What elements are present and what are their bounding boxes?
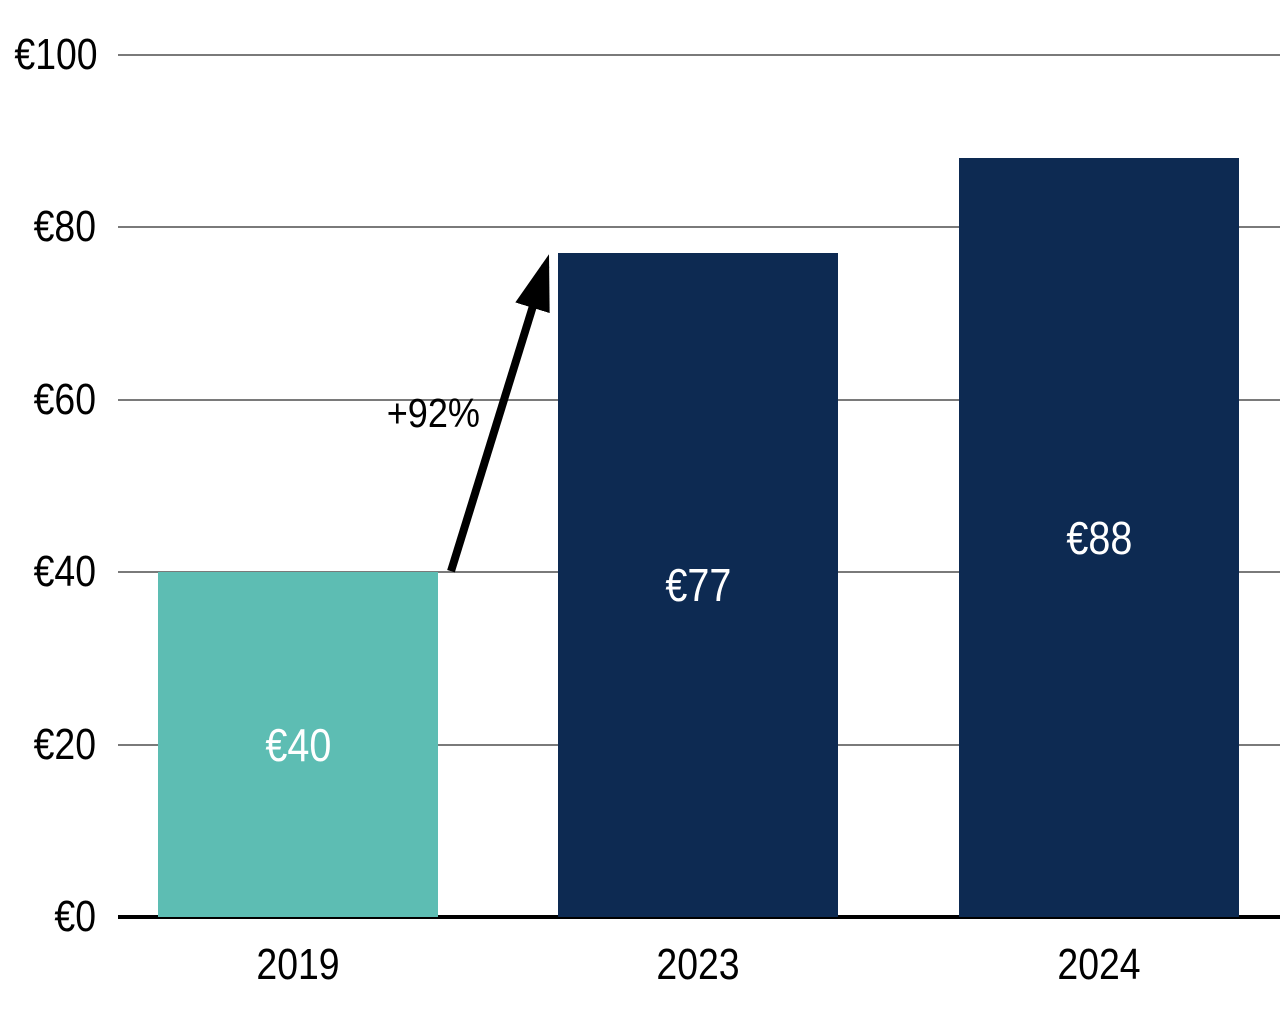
growth-annotation-label: +92% (386, 390, 480, 436)
bar-value-label-2023: €77 (664, 559, 732, 612)
y-tick-label-0: €0 (54, 892, 96, 941)
y-tick-label-80: €80 (33, 202, 96, 252)
y-tick-label-20: €20 (33, 719, 96, 769)
y-tick-label-40: €40 (33, 547, 96, 597)
bar-value-label-2019: €40 (264, 718, 332, 771)
bar-2023: €77 (558, 253, 838, 917)
y-tick-label-60: €60 (33, 374, 96, 424)
x-tick-label-2023: 2023 (656, 940, 740, 989)
bar-value-label-2024: €88 (1065, 511, 1133, 564)
x-axis-line (118, 915, 1280, 919)
x-tick-label-2024: 2024 (1057, 940, 1141, 989)
bar-2019: €40 (158, 572, 438, 917)
x-tick-label-2019: 2019 (256, 940, 340, 989)
gridline-100 (118, 54, 1280, 56)
gridline-80 (118, 226, 1280, 229)
bar-2024: €88 (959, 158, 1239, 917)
y-tick-label-100: €100 (14, 30, 98, 79)
